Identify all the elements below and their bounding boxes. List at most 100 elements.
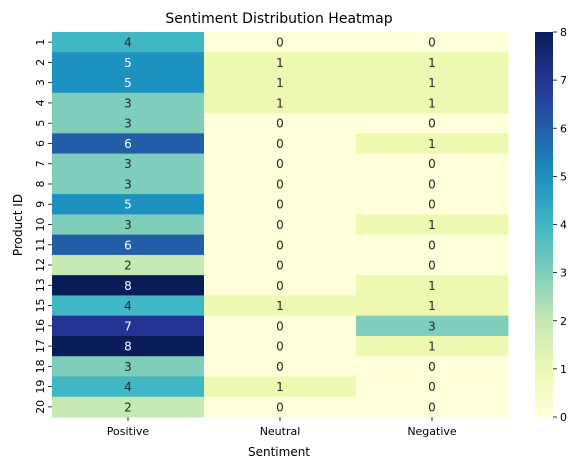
heatmap-cell bbox=[204, 173, 357, 195]
cell-value-label: 0 bbox=[428, 238, 436, 252]
heatmap-cell bbox=[52, 396, 205, 418]
colorbar-tick-label: 2 bbox=[560, 315, 567, 328]
cell-value-label: 0 bbox=[428, 259, 436, 273]
colorbar-tick-label: 8 bbox=[560, 26, 567, 39]
cell-value-label: 0 bbox=[428, 400, 436, 414]
colorbar-tick-label: 5 bbox=[560, 170, 567, 183]
heatmap-cell bbox=[52, 194, 205, 215]
heatmap-cells: 4 0 0 5 1 1 5 1 1 3 1 1 3 0 0 6 0 1 3 0 0 3 0 0 5 0 0 3 0 1 6 0 0 2 0 0 8 0 1 4… bbox=[52, 32, 509, 418]
cell-value-label: 1 bbox=[428, 218, 436, 232]
y-tick-label: 9 bbox=[34, 201, 47, 208]
cell-value-label: 1 bbox=[428, 299, 436, 313]
heatmap-cell bbox=[356, 194, 509, 215]
colorbar: 0 1 2 3 4 5 6 7 8 bbox=[535, 26, 567, 424]
heatmap-cell bbox=[52, 133, 205, 155]
y-tick-label: 13 bbox=[34, 278, 47, 292]
cell-value-label: 6 bbox=[124, 238, 132, 252]
y-tick-label: 10 bbox=[34, 218, 47, 232]
cell-value-label: 0 bbox=[276, 117, 284, 131]
heatmap-cell bbox=[204, 356, 357, 377]
heatmap-cell bbox=[356, 396, 509, 418]
cell-value-label: 0 bbox=[428, 157, 436, 171]
cell-value-label: 0 bbox=[276, 360, 284, 374]
cell-value-label: 1 bbox=[276, 56, 284, 70]
colorbar-tick-label: 6 bbox=[560, 122, 567, 135]
heatmap-cell bbox=[356, 133, 509, 155]
cell-value-label: 0 bbox=[428, 117, 436, 131]
y-tick-label: 18 bbox=[34, 359, 47, 373]
heatmap-cell bbox=[52, 376, 205, 398]
y-tick-label: 15 bbox=[34, 299, 47, 313]
heatmap-cell bbox=[204, 153, 357, 175]
cell-value-label: 0 bbox=[428, 198, 436, 212]
heatmap-cell bbox=[52, 295, 205, 317]
cell-value-label: 1 bbox=[276, 380, 284, 394]
cell-value-label: 1 bbox=[276, 299, 284, 313]
cell-value-label: 5 bbox=[124, 56, 132, 70]
heatmap-cell bbox=[52, 234, 205, 256]
cell-value-label: 1 bbox=[428, 56, 436, 70]
cell-value-label: 0 bbox=[428, 360, 436, 374]
x-tick-label: Negative bbox=[407, 425, 457, 438]
y-tick-label: 17 bbox=[34, 339, 47, 353]
colorbar-tick-label: 1 bbox=[560, 363, 567, 376]
heatmap-cell bbox=[204, 254, 357, 276]
cell-value-label: 6 bbox=[124, 137, 132, 151]
cell-value-label: 2 bbox=[124, 400, 132, 414]
cell-value-label: 1 bbox=[428, 96, 436, 110]
heatmap-cell bbox=[204, 214, 357, 236]
y-tick-label: 5 bbox=[34, 120, 47, 127]
heatmap-cell bbox=[356, 173, 509, 195]
heatmap-cell bbox=[356, 295, 509, 317]
heatmap-cell bbox=[204, 133, 357, 155]
cell-value-label: 4 bbox=[124, 299, 132, 313]
heatmap-cell bbox=[204, 396, 357, 418]
cell-value-label: 7 bbox=[124, 319, 132, 333]
heatmap-cell bbox=[52, 335, 205, 357]
x-axis-label: Sentiment bbox=[248, 445, 310, 459]
colorbar-tick-label: 7 bbox=[560, 74, 567, 87]
y-axis-label: Product ID bbox=[11, 194, 25, 256]
heatmap-cell bbox=[356, 376, 509, 398]
cell-value-label: 0 bbox=[276, 238, 284, 252]
cell-value-label: 1 bbox=[276, 76, 284, 90]
heatmap-cell bbox=[52, 214, 205, 236]
cell-value-label: 3 bbox=[428, 319, 436, 333]
heatmap-cell bbox=[204, 335, 357, 357]
heatmap-cell bbox=[52, 153, 205, 175]
y-tick-label: 7 bbox=[34, 160, 47, 167]
heatmap-cell bbox=[204, 295, 357, 317]
heatmap-cell bbox=[52, 275, 205, 296]
heatmap-cell bbox=[204, 72, 357, 94]
chart-title: Sentiment Distribution Heatmap bbox=[165, 11, 392, 27]
x-tick-labels: Positive Neutral Negative bbox=[107, 417, 457, 438]
cell-value-label: 1 bbox=[428, 340, 436, 354]
heatmap-cell bbox=[356, 92, 509, 114]
heatmap-cell bbox=[204, 275, 357, 296]
cell-value-label: 0 bbox=[276, 36, 284, 50]
heatmap-cell bbox=[52, 52, 205, 74]
heatmap-cell bbox=[204, 92, 357, 114]
cell-value-label: 4 bbox=[124, 380, 132, 394]
cell-value-label: 0 bbox=[276, 198, 284, 212]
y-tick-label: 3 bbox=[34, 79, 47, 86]
heatmap-cell bbox=[356, 52, 509, 74]
y-tick-label: 16 bbox=[34, 319, 47, 333]
cell-value-label: 3 bbox=[124, 96, 132, 110]
heatmap-cell bbox=[356, 72, 509, 94]
cell-value-label: 0 bbox=[428, 380, 436, 394]
heatmap-cell bbox=[356, 153, 509, 175]
heatmap-cell bbox=[356, 315, 509, 337]
cell-value-label: 0 bbox=[276, 177, 284, 191]
cell-value-label: 3 bbox=[124, 177, 132, 191]
heatmap-cell bbox=[52, 113, 205, 134]
x-tick-label: Neutral bbox=[260, 425, 301, 438]
heatmap-cell bbox=[52, 315, 205, 337]
heatmap-cell bbox=[52, 356, 205, 377]
cell-value-label: 8 bbox=[124, 279, 132, 293]
heatmap-cell bbox=[356, 275, 509, 296]
heatmap-cell bbox=[52, 173, 205, 195]
cell-value-label: 0 bbox=[276, 259, 284, 273]
